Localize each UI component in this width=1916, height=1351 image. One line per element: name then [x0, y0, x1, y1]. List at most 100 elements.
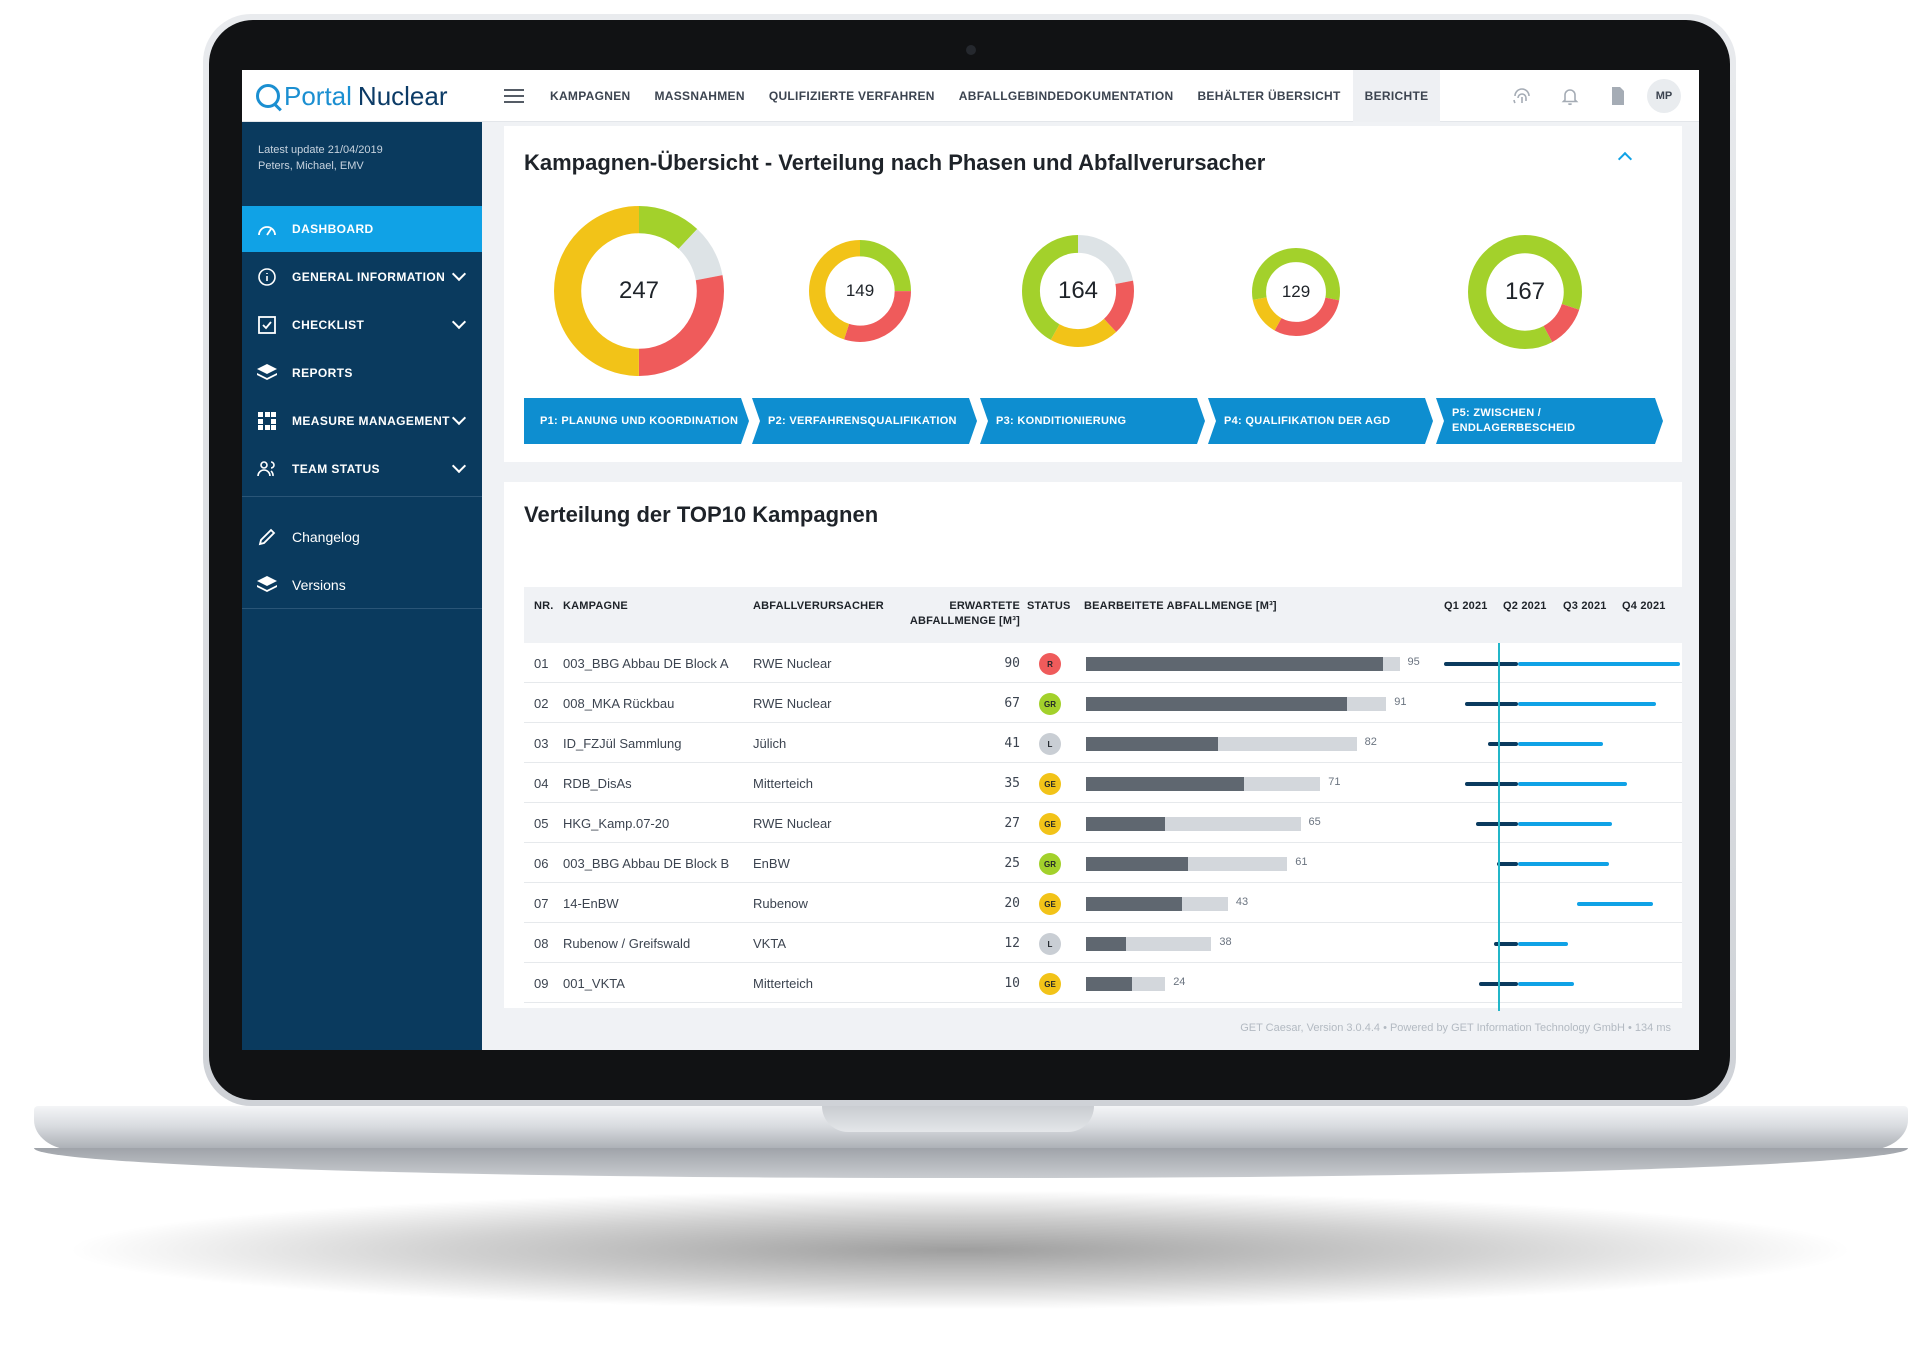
- row-abfallverursacher: Rubenow: [753, 895, 808, 911]
- donut-segment-3[interactable]: [1252, 248, 1340, 336]
- timeline-future: [1517, 782, 1627, 786]
- phase-p3[interactable]: P3: KONDITIONIERUNG: [980, 398, 1205, 444]
- row-erwartete-menge: 35: [1004, 775, 1020, 791]
- table-row[interactable]: 07 14-EnBW Rubenow 20 GE 43: [524, 883, 1682, 923]
- sidebar-item-measure-management[interactable]: MEASURE MANAGEMENT: [242, 398, 482, 444]
- chevron-up-icon[interactable]: [1617, 151, 1633, 167]
- nav-item-behaelter-uebersicht[interactable]: BEHÄLTER ÜBERSICHT: [1197, 89, 1341, 103]
- donut-segment-2[interactable]: [1468, 235, 1582, 349]
- donut-chart-p2: 149: [809, 240, 911, 342]
- status-badge: R: [1039, 653, 1061, 675]
- bar-processed: [1086, 657, 1383, 671]
- laptop-notch: [822, 1106, 1094, 1132]
- menu-icon[interactable]: [504, 89, 524, 103]
- bell-icon[interactable]: [1553, 79, 1587, 113]
- phase-p5[interactable]: P5: ZWISCHEN / ENDLAGERBESCHEID: [1436, 398, 1663, 444]
- chevron-down-icon[interactable]: [451, 410, 467, 426]
- timeline-past: [1494, 942, 1518, 946]
- donut-segment-2[interactable]: [554, 206, 724, 376]
- table-row[interactable]: 06 003_BBG Abbau DE Block B EnBW 25 GR 61: [524, 843, 1682, 883]
- sidebar-item-dashboard[interactable]: DASHBOARD: [242, 206, 482, 252]
- timeline-future: [1517, 822, 1613, 826]
- row-kampagne[interactable]: 008_MKA Rückbau: [563, 695, 675, 711]
- row-nr: 01: [534, 655, 549, 671]
- row-kampagne[interactable]: 003_BBG Abbau DE Block A: [563, 655, 729, 671]
- donut-chart-p1: 247: [554, 206, 724, 376]
- row-kampagne[interactable]: Rubenow / Greifswald: [563, 935, 691, 951]
- row-nr: 09: [534, 975, 549, 991]
- row-erwartete-menge: 27: [1004, 815, 1020, 831]
- top-icons: MP: [1491, 70, 1681, 122]
- row-nr: 08: [534, 935, 549, 951]
- donut-segment-1[interactable]: [1252, 248, 1340, 336]
- row-kampagne[interactable]: 001_VKTA: [563, 975, 625, 991]
- row-erwartete-menge: 20: [1004, 895, 1020, 911]
- donut-svg: [1252, 248, 1340, 336]
- sidebar-link-versions[interactable]: Versions: [242, 562, 482, 608]
- table-row[interactable]: 09 001_VKTA Mitterteich 10 GE 24: [524, 963, 1682, 1003]
- table-row[interactable]: 08 Rubenow / Greifswald VKTA 12 L 38: [524, 923, 1682, 963]
- nav-item-massnahmen[interactable]: MASSNAHMEN: [654, 89, 745, 103]
- layers-icon: [256, 362, 278, 384]
- sidebar-item-team-status[interactable]: TEAM STATUS: [242, 446, 482, 492]
- timeline-past: [1476, 822, 1518, 826]
- chevron-down-icon[interactable]: [451, 458, 467, 474]
- table-row[interactable]: 03 ID_FZJül Sammlung Jülich 41 L 82: [524, 723, 1682, 763]
- donut-segment-3[interactable]: [1022, 235, 1134, 347]
- chevron-down-icon[interactable]: [451, 314, 467, 330]
- sidebar-item-checklist[interactable]: CHECKLIST: [242, 302, 482, 348]
- document-icon[interactable]: [1601, 79, 1635, 113]
- row-nr: 03: [534, 735, 549, 751]
- header-status[interactable]: STATUS: [1027, 600, 1071, 612]
- table-row[interactable]: 05 HKG_Kamp.07-20 RWE Nuclear 27 GE 65: [524, 803, 1682, 843]
- app-logo[interactable]: Portal Nuclear: [256, 80, 448, 112]
- table-row[interactable]: 01 003_BBG Abbau DE Block A RWE Nuclear 90 R…: [524, 643, 1682, 683]
- sidebar-item-general-information[interactable]: GENERAL INFORMATION: [242, 254, 482, 300]
- row-kampagne[interactable]: ID_FZJül Sammlung: [563, 735, 682, 751]
- sidebar-link-changelog[interactable]: Changelog: [242, 514, 482, 560]
- header-bearbeitete-abfallmenge[interactable]: BEARBEITETE ABFALLMENGE [M³]: [1084, 600, 1277, 612]
- donut-segment-3[interactable]: [554, 206, 724, 376]
- donut-segment-1[interactable]: [1022, 235, 1134, 347]
- phase-p1[interactable]: P1: PLANUNG UND KOORDINATION: [524, 398, 749, 444]
- bar-value-label: 91: [1394, 696, 1407, 708]
- sidebar-link-label: Changelog: [292, 529, 360, 545]
- row-kampagne[interactable]: HKG_Kamp.07-20: [563, 815, 670, 831]
- bar-value-label: 71: [1328, 776, 1341, 788]
- header-abfallverursacher[interactable]: ABFALLVERURSACHER: [753, 600, 884, 612]
- donut-segment-1[interactable]: [809, 240, 911, 342]
- team-icon: [256, 458, 278, 480]
- header-kampagne[interactable]: KAMPAGNE: [563, 600, 628, 612]
- row-kampagne[interactable]: 14-EnBW: [563, 895, 619, 911]
- table-row[interactable]: 02 008_MKA Rückbau RWE Nuclear 67 GR 91: [524, 683, 1682, 723]
- phase-p2[interactable]: P2: VERFAHRENSQUALIFIKATION: [752, 398, 977, 444]
- donut-segment-2[interactable]: [809, 240, 911, 342]
- header-nr[interactable]: NR.: [534, 600, 554, 612]
- nav-item-abfallgebindedokumentation[interactable]: ABFALLGEBINDEDOKUMENTATION: [958, 89, 1174, 103]
- sidebar-item-label: CHECKLIST: [292, 318, 365, 332]
- logo-text-portal: Portal: [284, 80, 352, 111]
- sidebar-item-reports[interactable]: REPORTS: [242, 350, 482, 396]
- camera-icon: [966, 45, 976, 55]
- bar-value-label: 43: [1235, 896, 1249, 908]
- row-kampagne[interactable]: 003_BBG Abbau DE Block B: [563, 855, 730, 871]
- phase-label: P1: PLANUNG UND KOORDINATION: [540, 414, 739, 427]
- fingerprint-icon[interactable]: [1505, 79, 1539, 113]
- nav-item-berichte[interactable]: BERICHTE: [1352, 70, 1441, 122]
- row-erwartete-menge: 25: [1004, 855, 1020, 871]
- top-bar: Portal Nuclear KAMPAGNEN MASSNAHMEN QULI…: [242, 70, 1699, 122]
- nav-item-qualifizierte-verfahren[interactable]: QULIFIZIERTE VERFAHREN: [768, 89, 935, 103]
- chevron-down-icon[interactable]: [451, 266, 467, 282]
- phase-p4[interactable]: P4: QUALIFIKATION DER AGD: [1208, 398, 1433, 444]
- nav-item-kampagnen[interactable]: KAMPAGNEN: [550, 89, 631, 103]
- row-erwartete-menge: 90: [1004, 655, 1020, 671]
- pencil-icon: [256, 526, 278, 548]
- table-header: NR. KAMPAGNE ABFALLVERURSACHER ERWARTETE…: [524, 587, 1682, 643]
- row-kampagne[interactable]: RDB_DisAs: [563, 775, 632, 791]
- avatar[interactable]: MP: [1647, 79, 1681, 113]
- row-erwartete-menge: 12: [1004, 935, 1020, 951]
- donut-segment-2[interactable]: [1022, 235, 1134, 347]
- row-nr: 07: [534, 895, 549, 911]
- header-erwartete-abfallmenge[interactable]: ERWARTETE ABFALLMENGE [M³]: [909, 600, 1020, 627]
- table-row[interactable]: 04 RDB_DisAs Mitterteich 35 GE 71: [524, 763, 1682, 803]
